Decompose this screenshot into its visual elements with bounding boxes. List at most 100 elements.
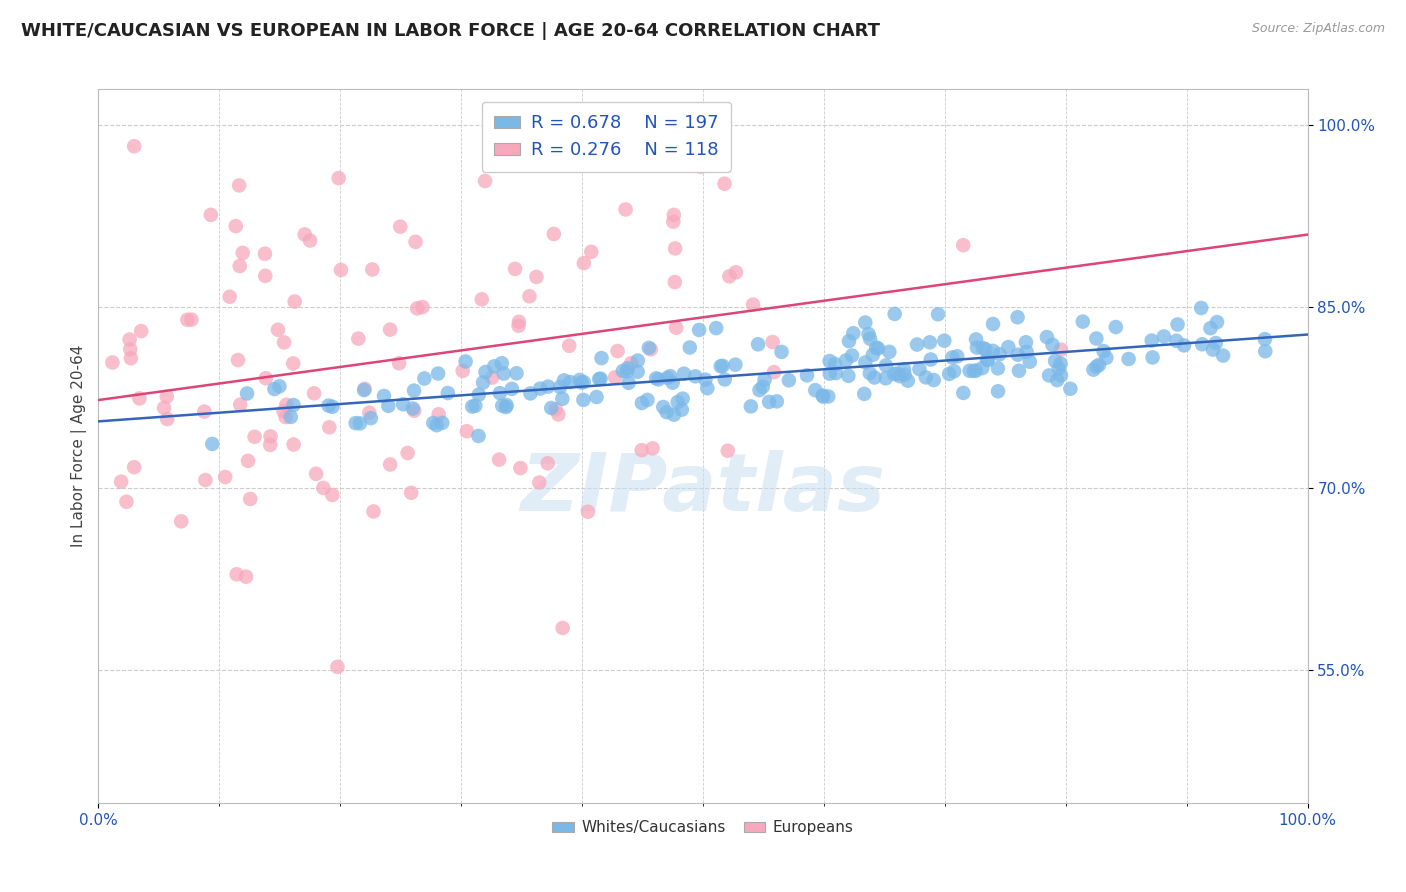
Point	[841, 349, 863, 363]
Point	[818, 367, 841, 381]
Point	[858, 327, 880, 342]
Point	[671, 402, 693, 417]
Point	[537, 456, 560, 470]
Point	[696, 381, 718, 395]
Point	[837, 368, 859, 383]
Point	[927, 307, 949, 321]
Point	[688, 323, 710, 337]
Point	[666, 395, 689, 409]
Point	[392, 397, 415, 411]
Point	[648, 128, 671, 143]
Point	[454, 354, 477, 368]
Text: WHITE/CAUCASIAN VS EUROPEAN IN LABOR FORCE | AGE 20-64 CORRELATION CHART: WHITE/CAUCASIAN VS EUROPEAN IN LABOR FOR…	[21, 22, 880, 40]
Point	[229, 259, 252, 273]
Point	[647, 372, 669, 386]
Point	[128, 392, 150, 406]
Point	[1059, 382, 1081, 396]
Point	[724, 265, 747, 279]
Point	[491, 356, 513, 370]
Point	[1050, 343, 1073, 357]
Point	[883, 307, 905, 321]
Point	[1189, 301, 1212, 315]
Point	[1015, 344, 1038, 359]
Point	[671, 147, 693, 161]
Point	[638, 341, 661, 355]
Point	[495, 400, 517, 414]
Point	[194, 473, 217, 487]
Point	[344, 416, 367, 430]
Point	[1153, 329, 1175, 343]
Point	[253, 246, 276, 260]
Point	[766, 394, 789, 409]
Point	[1206, 315, 1229, 329]
Point	[853, 355, 876, 369]
Point	[1142, 351, 1164, 365]
Point	[657, 371, 679, 385]
Point	[620, 356, 643, 370]
Point	[835, 353, 858, 368]
Point	[505, 366, 527, 380]
Point	[616, 364, 638, 378]
Point	[118, 333, 141, 347]
Point	[399, 485, 422, 500]
Point	[920, 352, 942, 367]
Point	[508, 318, 530, 333]
Point	[752, 380, 775, 394]
Point	[508, 315, 530, 329]
Point	[886, 367, 908, 381]
Point	[259, 429, 281, 443]
Point	[981, 317, 1004, 331]
Point	[318, 399, 340, 413]
Point	[427, 367, 450, 381]
Point	[312, 481, 335, 495]
Point	[373, 389, 395, 403]
Point	[987, 361, 1010, 376]
Point	[1205, 336, 1227, 351]
Point	[402, 401, 425, 416]
Point	[1008, 364, 1031, 378]
Point	[254, 371, 277, 385]
Point	[378, 322, 401, 336]
Point	[359, 406, 381, 420]
Point	[543, 227, 565, 241]
Point	[796, 368, 818, 383]
Point	[1085, 332, 1108, 346]
Point	[239, 491, 262, 506]
Point	[572, 375, 595, 389]
Point	[818, 354, 841, 368]
Point	[1140, 334, 1163, 348]
Point	[922, 373, 945, 387]
Point	[388, 356, 411, 370]
Point	[770, 345, 793, 359]
Point	[318, 420, 340, 434]
Point	[273, 404, 295, 418]
Point	[811, 388, 834, 402]
Point	[572, 392, 595, 407]
Point	[170, 514, 193, 528]
Point	[284, 294, 307, 309]
Point	[461, 400, 484, 414]
Point	[695, 373, 717, 387]
Point	[645, 371, 668, 385]
Point	[153, 401, 176, 415]
Point	[711, 359, 734, 373]
Point	[548, 380, 571, 394]
Point	[585, 390, 607, 404]
Point	[464, 399, 486, 413]
Point	[122, 460, 145, 475]
Point	[1071, 315, 1094, 329]
Point	[853, 387, 876, 401]
Point	[274, 410, 297, 425]
Point	[232, 246, 254, 260]
Point	[863, 370, 886, 384]
Point	[180, 312, 202, 326]
Point	[1166, 334, 1188, 348]
Point	[259, 438, 281, 452]
Point	[115, 495, 138, 509]
Point	[591, 351, 613, 365]
Point	[269, 379, 291, 393]
Point	[120, 351, 142, 366]
Point	[201, 437, 224, 451]
Point	[868, 342, 890, 356]
Point	[484, 359, 506, 374]
